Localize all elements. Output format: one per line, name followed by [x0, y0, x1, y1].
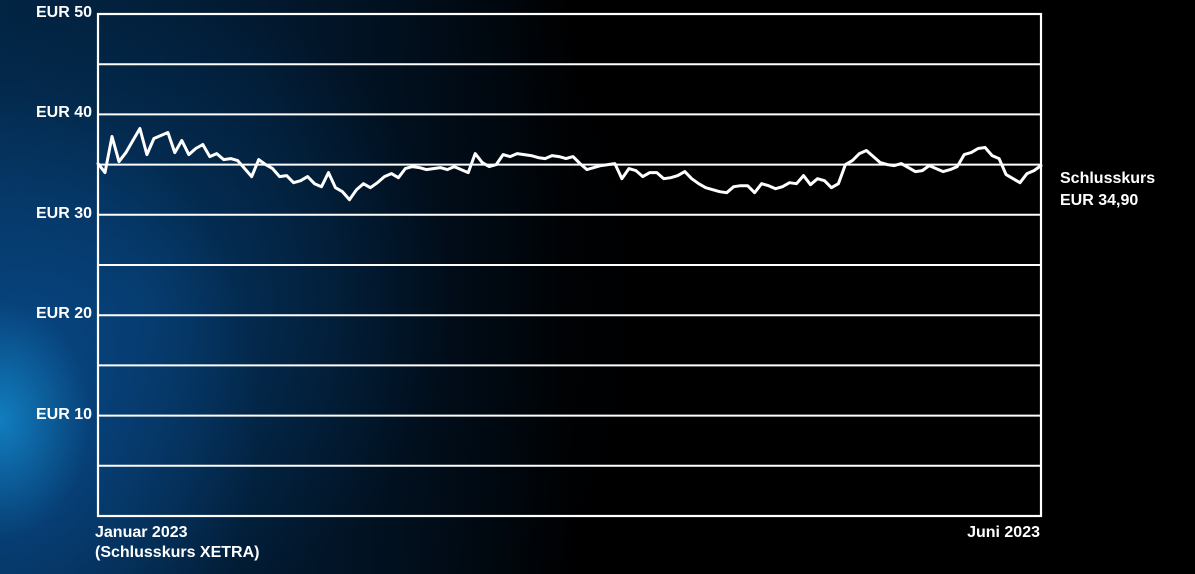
grid-lines — [98, 63, 1041, 467]
y-tick-label: EUR 20 — [35, 305, 92, 323]
price-series-line — [96, 127, 1043, 202]
plot-frame — [96, 12, 1043, 518]
x-start-label: Januar 2023 — [95, 524, 188, 541]
y-tick-label: EUR 30 — [35, 204, 92, 222]
y-tick-label: EUR 50 — [35, 4, 92, 21]
last-value-amount: EUR 34,90 — [1060, 192, 1139, 209]
last-value-annotation: Schlusskurs EUR 34,90 — [1060, 168, 1155, 212]
y-tick-label: EUR 40 — [35, 104, 92, 122]
x-end-label: Juni 2023 — [967, 524, 1040, 541]
x-start-sublabel: (Schlusskurs XETRA) — [95, 544, 260, 561]
last-value-caption: Schlusskurs — [1060, 170, 1156, 187]
y-tick-label: EUR 10 — [35, 405, 92, 423]
